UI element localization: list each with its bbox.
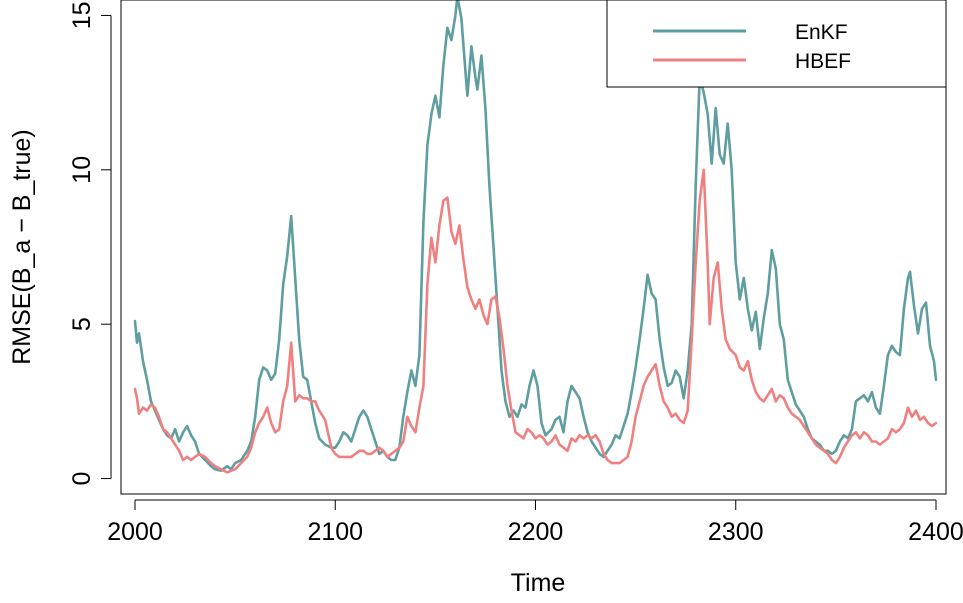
legend-box xyxy=(606,0,947,88)
legend: EnKF HBEF xyxy=(606,0,947,88)
x-tick-label: 2200 xyxy=(508,518,564,546)
x-tick-label: 2400 xyxy=(908,518,963,546)
x-tick-label: 2300 xyxy=(708,518,764,546)
y-tick-label: 5 xyxy=(68,317,96,331)
series-line-enkf xyxy=(133,0,938,473)
x-axis-label: Time xyxy=(511,569,566,597)
x-tick-label: 2000 xyxy=(107,518,163,546)
series-layer xyxy=(133,0,938,474)
y-axis: 0 5 10 15 xyxy=(68,1,112,486)
y-tick-label: 0 xyxy=(68,472,96,486)
legend-label-enkf: EnKF xyxy=(795,21,848,44)
legend-label-hbef: HBEF xyxy=(795,50,851,73)
plot-frame xyxy=(120,0,947,495)
x-axis: 2000 2100 2200 2300 2400 xyxy=(107,499,963,546)
x-tick-label: 2100 xyxy=(307,518,363,546)
y-tick-label: 15 xyxy=(68,1,96,29)
y-tick-label: 10 xyxy=(68,156,96,184)
y-axis-label: RMSE(B_a − B_true) xyxy=(8,129,36,365)
series-line-hbef xyxy=(133,168,938,474)
